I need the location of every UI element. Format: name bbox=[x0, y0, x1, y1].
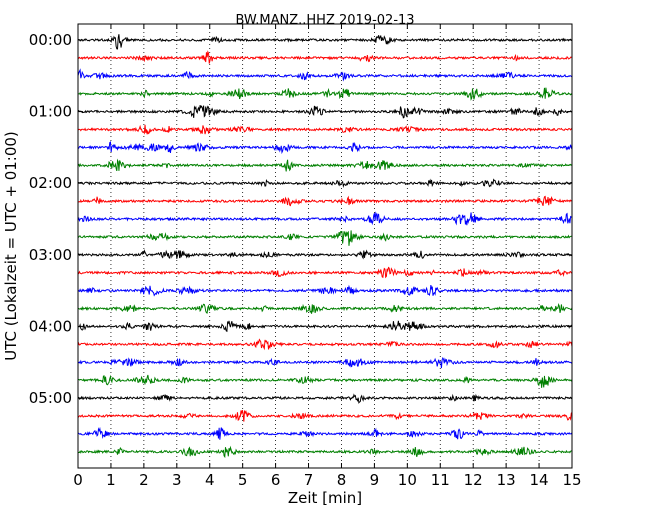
x-axis-label: Zeit [min] bbox=[288, 489, 362, 507]
y-tick-label: 05:00 bbox=[29, 389, 72, 407]
seismic-trace bbox=[77, 284, 573, 297]
x-tick-label: 12 bbox=[464, 471, 483, 489]
x-tick-label: 3 bbox=[172, 471, 182, 489]
seismic-trace bbox=[77, 393, 573, 404]
seismic-trace bbox=[77, 141, 573, 155]
x-tick-label: 13 bbox=[497, 471, 516, 489]
x-tick-label: 2 bbox=[139, 471, 149, 489]
x-tick-label: 10 bbox=[398, 471, 417, 489]
seismic-trace bbox=[77, 68, 573, 82]
chart-title: BW.MANZ..HHZ 2019-02-13 bbox=[235, 13, 414, 28]
grid-lines bbox=[110, 24, 540, 468]
x-axis: 0 1 2 3 4 5 6 7 8 9 10 11 12 13 14 15 bbox=[73, 24, 582, 489]
seismic-trace bbox=[77, 178, 573, 188]
seismic-trace bbox=[77, 410, 573, 422]
y-tick-label: 03:00 bbox=[29, 246, 72, 264]
x-tick-label: 4 bbox=[205, 471, 215, 489]
x-tick-label: 14 bbox=[530, 471, 549, 489]
seismic-trace bbox=[77, 266, 573, 279]
seismic-trace bbox=[77, 426, 573, 440]
x-tick-label: 9 bbox=[370, 471, 380, 489]
x-tick-label: 6 bbox=[271, 471, 281, 489]
x-tick-label: 5 bbox=[238, 471, 248, 489]
x-tick-label: 1 bbox=[106, 471, 116, 489]
y-axis-label: UTC (Lokalzeit = UTC + 01:00) bbox=[2, 131, 20, 361]
x-tick-label: 8 bbox=[337, 471, 347, 489]
seismic-trace bbox=[77, 374, 573, 388]
seismic-trace bbox=[77, 320, 573, 333]
x-tick-label: 0 bbox=[73, 471, 83, 489]
x-tick-label: 11 bbox=[431, 471, 450, 489]
seismic-trace bbox=[77, 34, 573, 50]
y-tick-label: 01:00 bbox=[29, 103, 72, 121]
seismic-trace bbox=[77, 87, 573, 101]
y-tick-label: 02:00 bbox=[29, 174, 72, 192]
seismic-trace bbox=[77, 249, 573, 260]
seismic-trace bbox=[77, 158, 573, 172]
seismic-trace bbox=[77, 356, 573, 369]
seismic-trace bbox=[77, 50, 573, 64]
x-tick-label: 7 bbox=[304, 471, 314, 489]
y-axis: 00:00 01:00 02:00 03:00 04:00 05:00 bbox=[29, 31, 572, 407]
seismic-trace bbox=[77, 302, 573, 314]
seismic-trace bbox=[77, 211, 573, 226]
x-tick-label: 15 bbox=[562, 471, 581, 489]
seismic-trace bbox=[77, 104, 573, 119]
plot-frame bbox=[77, 23, 573, 469]
y-tick-label: 00:00 bbox=[29, 31, 72, 49]
seismic-trace bbox=[77, 195, 573, 207]
seismic-trace bbox=[77, 445, 573, 459]
y-tick-label: 04:00 bbox=[29, 317, 72, 335]
seismic-trace bbox=[77, 124, 573, 135]
seismic-traces bbox=[77, 34, 573, 459]
seismic-trace bbox=[77, 230, 573, 246]
seismic-trace bbox=[77, 338, 573, 351]
